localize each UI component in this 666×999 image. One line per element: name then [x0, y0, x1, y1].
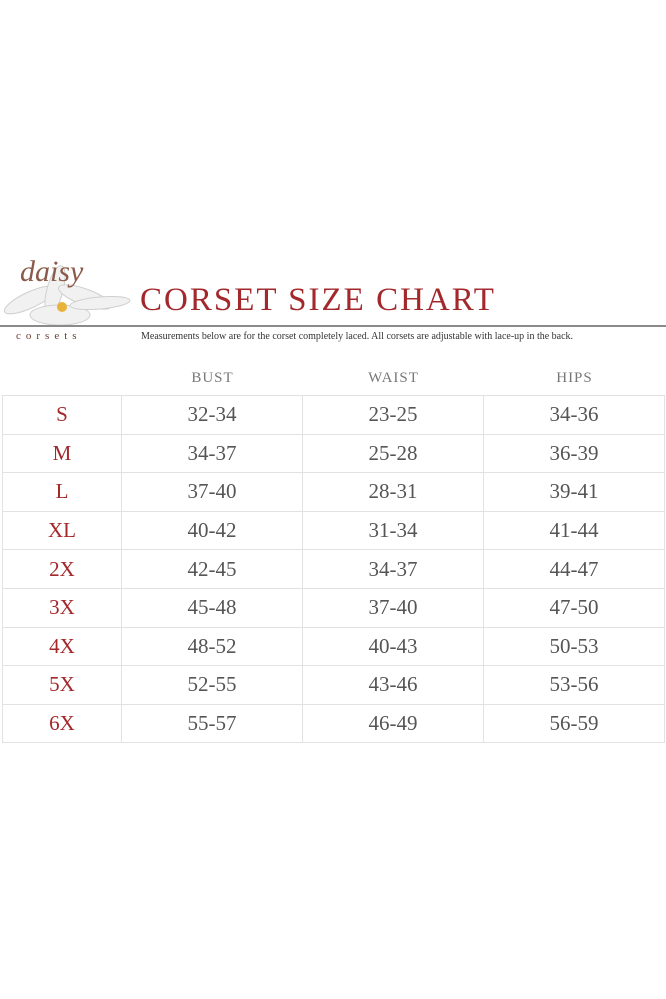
bust-cell: 55-57: [121, 703, 303, 744]
hips-cell: 44-47: [483, 549, 665, 589]
hips-cell: 47-50: [483, 587, 665, 628]
waist-cell: 28-31: [302, 472, 484, 512]
table-row: 5X 52-55 43-46 53-56: [2, 665, 665, 705]
hips-cell: 41-44: [483, 510, 665, 551]
waist-cell: 37-40: [302, 587, 484, 628]
table-row: XL 40-42 31-34 41-44: [2, 510, 665, 551]
size-cell: M: [2, 433, 122, 474]
subtitle: Measurements below are for the corset co…: [141, 331, 574, 342]
size-cell: S: [2, 395, 122, 435]
size-cell: XL: [2, 510, 122, 551]
size-cell: 4X: [2, 626, 122, 667]
bust-cell: 52-55: [121, 665, 303, 705]
hips-cell: 56-59: [483, 703, 665, 744]
daisy-flower-logo-icon: [3, 265, 131, 326]
bust-cell: 40-42: [121, 510, 303, 551]
size-table: S 32-34 23-25 34-36 M 34-37 25-28 36-39 L 37-40 28…: [2, 395, 665, 744]
waist-cell: 46-49: [302, 703, 484, 744]
table-row: 2X 42-45 34-37 44-47: [2, 549, 665, 589]
waist-cell: 25-28: [302, 433, 484, 474]
hips-cell: 50-53: [483, 626, 665, 667]
column-header-waist: WAIST: [368, 370, 419, 386]
hips-cell: 36-39: [483, 433, 665, 474]
page-title: CORSET SIZE CHART: [140, 282, 496, 318]
divider: [0, 325, 666, 327]
logo-script: daisy: [20, 255, 84, 288]
size-cell: 5X: [2, 665, 122, 705]
bust-cell: 32-34: [121, 395, 303, 435]
column-header-hips: HIPS: [556, 370, 593, 386]
table-row: 4X 48-52 40-43 50-53: [2, 626, 665, 667]
bust-cell: 34-37: [121, 433, 303, 474]
size-cell: 2X: [2, 549, 122, 589]
waist-cell: 31-34: [302, 510, 484, 551]
table-row: M 34-37 25-28 36-39: [2, 433, 665, 474]
size-cell: 6X: [2, 703, 122, 744]
waist-cell: 34-37: [302, 549, 484, 589]
hips-cell: 39-41: [483, 472, 665, 512]
column-header-bust: BUST: [191, 370, 234, 386]
logo-wordmark: corsets: [16, 330, 82, 342]
bust-cell: 37-40: [121, 472, 303, 512]
waist-cell: 23-25: [302, 395, 484, 435]
bust-cell: 42-45: [121, 549, 303, 589]
waist-cell: 43-46: [302, 665, 484, 705]
table-row: S 32-34 23-25 34-36: [2, 395, 665, 435]
table-row: 3X 45-48 37-40 47-50: [2, 587, 665, 628]
size-cell: L: [2, 472, 122, 512]
bust-cell: 48-52: [121, 626, 303, 667]
hips-cell: 53-56: [483, 665, 665, 705]
bust-cell: 45-48: [121, 587, 303, 628]
table-row: L 37-40 28-31 39-41: [2, 472, 665, 512]
size-cell: 3X: [2, 587, 122, 628]
table-row: 6X 55-57 46-49 56-59: [2, 703, 665, 744]
waist-cell: 40-43: [302, 626, 484, 667]
hips-cell: 34-36: [483, 395, 665, 435]
